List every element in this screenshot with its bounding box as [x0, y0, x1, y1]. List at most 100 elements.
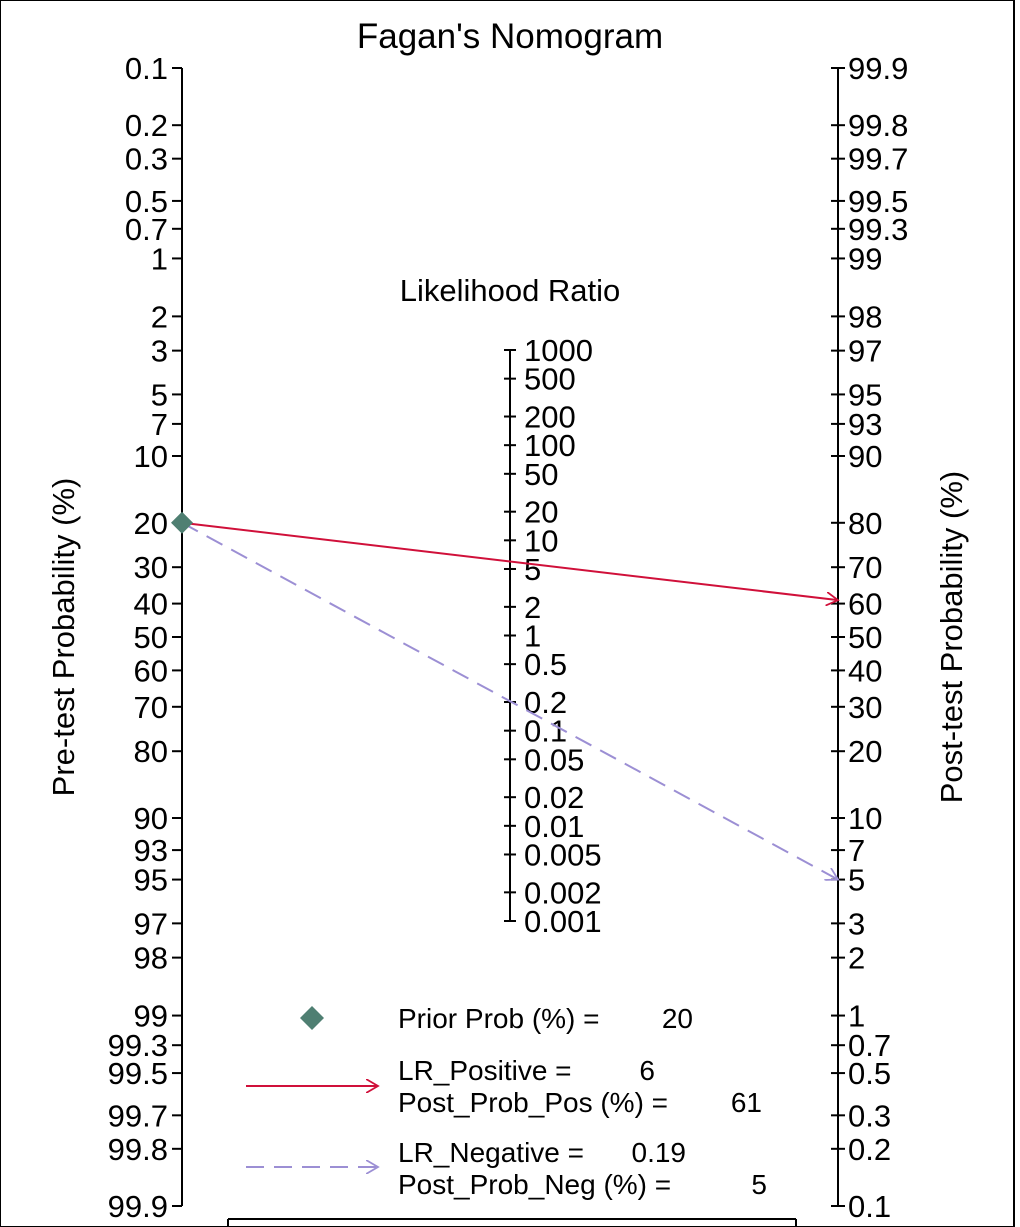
right-tick-label-0-1: 0.1	[848, 1189, 891, 1224]
left-tick-label-7: 7	[151, 407, 168, 442]
legend-lr-neg-value: 0.19	[632, 1137, 687, 1168]
left-tick-label-99-7: 99.7	[108, 1098, 168, 1133]
right-tick-label-3: 3	[848, 906, 865, 941]
right-tick-label-50: 50	[848, 620, 882, 655]
lr-tick-label-0-5: 0.5	[524, 647, 567, 682]
left-tick-label-0-1: 0.1	[125, 51, 168, 86]
right-tick-label-10: 10	[848, 801, 882, 836]
right-tick-label-0-7: 0.7	[848, 1028, 891, 1063]
right-tick-label-99-7: 99.7	[848, 142, 908, 177]
left-tick-label-80: 80	[134, 734, 168, 769]
right-tick-label-20: 20	[848, 734, 882, 769]
lr-tick-label-0-005: 0.005	[524, 837, 602, 872]
right-tick-label-60: 60	[848, 587, 882, 622]
left-tick-label-0-2: 0.2	[125, 108, 168, 143]
lr-tick-label-50: 50	[524, 457, 558, 492]
lr-tick-label-5: 5	[524, 552, 541, 587]
right-tick-label-95: 95	[848, 377, 882, 412]
left-tick-label-1: 1	[151, 241, 168, 276]
left-tick-label-30: 30	[134, 550, 168, 585]
lr-tick-label-1000: 1000	[524, 333, 593, 368]
right-tick-label-0-2: 0.2	[848, 1132, 891, 1167]
negative-lr-line	[181, 521, 838, 880]
right-axis-title: Post-test Probability (%)	[934, 471, 969, 804]
left-tick-label-99-9: 99.9	[108, 1189, 168, 1224]
left-tick-label-40: 40	[134, 587, 168, 622]
left-tick-label-2: 2	[151, 299, 168, 334]
legend-post-pos-value: 61	[731, 1087, 762, 1118]
left-tick-label-99-5: 99.5	[108, 1056, 168, 1091]
lr-axis-title: Likelihood Ratio	[400, 273, 621, 308]
legend-post-pos-label: Post_Prob_Pos (%) =	[398, 1087, 668, 1118]
right-tick-label-80: 80	[848, 506, 882, 541]
right-tick-label-5: 5	[848, 863, 865, 898]
prior-probability-marker	[171, 511, 193, 534]
left-tick-label-97: 97	[134, 906, 168, 941]
right-tick-label-2: 2	[848, 941, 865, 976]
legend-post-neg-label: Post_Prob_Neg (%) =	[398, 1169, 671, 1200]
right-tick-label-98: 98	[848, 299, 882, 334]
left-tick-label-50: 50	[134, 620, 168, 655]
legend-lr-pos-label: LR_Positive =	[398, 1055, 572, 1086]
right-tick-label-0-5: 0.5	[848, 1056, 891, 1091]
legend-prior-marker	[300, 1006, 324, 1030]
right-tick-label-99-9: 99.9	[848, 51, 908, 86]
left-tick-label-98: 98	[134, 941, 168, 976]
lr-tick-label-0-2: 0.2	[524, 685, 567, 720]
right-tick-label-97: 97	[848, 334, 882, 369]
left-tick-label-0-3: 0.3	[125, 142, 168, 177]
right-tick-label-99: 99	[848, 241, 882, 276]
positive-lr-line	[181, 521, 838, 600]
lr-tick-label-20: 20	[524, 495, 558, 530]
left-tick-label-70: 70	[134, 690, 168, 725]
lr-tick-label-1: 1	[524, 619, 541, 654]
left-tick-label-99: 99	[134, 999, 168, 1034]
right-tick-label-70: 70	[848, 550, 882, 585]
right-tick-label-0-3: 0.3	[848, 1098, 891, 1133]
right-tick-label-99-5: 99.5	[848, 184, 908, 219]
left-tick-label-3: 3	[151, 334, 168, 369]
lr-axis-ticks: 10005002001005020105210.50.20.10.050.020…	[504, 333, 602, 939]
right-tick-label-30: 30	[848, 690, 882, 725]
lr-tick-label-500: 500	[524, 362, 576, 397]
left-tick-label-60: 60	[134, 653, 168, 688]
right-tick-label-93: 93	[848, 407, 882, 442]
legend-prior-value: 20	[662, 1003, 693, 1034]
right-tick-label-99-3: 99.3	[848, 212, 908, 247]
left-tick-label-0-7: 0.7	[125, 212, 168, 247]
left-tick-label-90: 90	[134, 801, 168, 836]
left-tick-label-5: 5	[151, 377, 168, 412]
right-tick-label-90: 90	[848, 439, 882, 474]
chart-title: Fagan's Nomogram	[357, 17, 663, 56]
lr-tick-label-0-002: 0.002	[524, 875, 602, 910]
lr-tick-label-0-1: 0.1	[524, 714, 567, 749]
legend-post-neg-value: 5	[751, 1169, 767, 1200]
left-tick-label-99-8: 99.8	[108, 1132, 168, 1167]
right-tick-label-99-8: 99.8	[848, 108, 908, 143]
left-tick-label-0-5: 0.5	[125, 184, 168, 219]
lr-tick-label-2: 2	[524, 590, 541, 625]
left-axis-title: Pre-test Probability (%)	[46, 478, 81, 797]
left-tick-label-99-3: 99.3	[108, 1028, 168, 1063]
lr-tick-label-0-01: 0.01	[524, 809, 584, 844]
right-axis-ticks: 99.999.899.799.599.399989795939080706050…	[831, 51, 908, 1224]
lr-tick-label-0-02: 0.02	[524, 780, 584, 815]
legend-prior-label: Prior Prob (%) =	[398, 1003, 600, 1034]
lr-tick-label-0-001: 0.001	[524, 904, 602, 939]
right-tick-label-1: 1	[848, 999, 865, 1034]
left-tick-label-20: 20	[134, 506, 168, 541]
right-tick-label-7: 7	[848, 833, 865, 868]
left-tick-label-95: 95	[134, 863, 168, 898]
lr-tick-label-10: 10	[524, 523, 558, 558]
legend-lr-pos-value: 6	[639, 1055, 655, 1086]
lr-tick-label-0-05: 0.05	[524, 742, 584, 777]
right-tick-label-40: 40	[848, 653, 882, 688]
legend-lr-neg-label: LR_Negative =	[398, 1137, 584, 1168]
lr-tick-label-100: 100	[524, 428, 576, 463]
lr-tick-label-200: 200	[524, 400, 576, 435]
left-tick-label-10: 10	[134, 439, 168, 474]
left-tick-label-93: 93	[134, 833, 168, 868]
